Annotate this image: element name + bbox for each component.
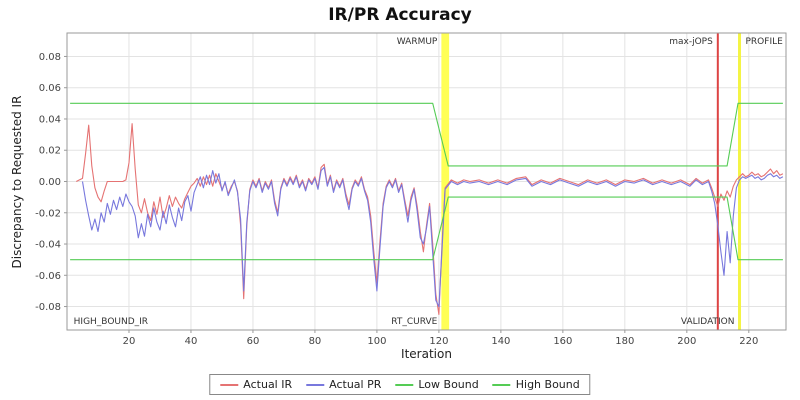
legend-item: High Bound [492,378,580,391]
svg-text:200: 200 [677,336,696,346]
chart-svg: 20 40 60 80 100 120 140 160 180 200 220 0.08 0.06 0.0… [35,32,787,346]
svg-text:80: 80 [309,336,322,346]
svg-text:0.06: 0.06 [39,83,61,94]
svg-text:0.02: 0.02 [39,146,61,157]
svg-text:VALIDATION: VALIDATION [681,317,735,327]
svg-text:0.04: 0.04 [39,114,61,125]
svg-text:0.08: 0.08 [39,52,61,63]
legend-label: Low Bound [418,378,479,391]
svg-text:max-jOPS: max-jOPS [669,37,713,47]
svg-text:-0.02: -0.02 [35,208,61,219]
svg-text:-0.04: -0.04 [35,240,61,251]
legend-swatch-icon [492,383,511,386]
svg-text:PROFILE: PROFILE [746,37,784,47]
svg-text:160: 160 [553,336,572,346]
svg-text:0.00: 0.00 [39,177,61,188]
legend-swatch-icon [306,383,325,386]
y-axis-label: Discrepancy to Requested IR [10,95,24,269]
legend-item: Actual PR [306,378,381,391]
legend-label: Actual IR [243,378,293,391]
svg-text:-0.08: -0.08 [35,302,61,313]
x-axis-label: Iteration [401,347,452,361]
svg-text:20: 20 [123,336,136,346]
svg-text:40: 40 [185,336,198,346]
page-title: IR/PR Accuracy [328,5,472,25]
svg-text:60: 60 [247,336,260,346]
legend: Actual IR Actual PR Low Bound High Bound [209,374,591,395]
svg-text:180: 180 [615,336,634,346]
legend-label: High Bound [515,378,580,391]
svg-text:100: 100 [367,336,386,346]
legend-item: Low Bound [395,378,479,391]
svg-text:RT_CURVE: RT_CURVE [391,317,437,327]
svg-text:220: 220 [739,336,758,346]
svg-text:WARMUP: WARMUP [397,37,438,47]
svg-text:-0.06: -0.06 [35,271,61,282]
legend-item: Actual IR [220,378,292,391]
legend-label: Actual PR [329,378,382,391]
svg-text:120: 120 [429,336,448,346]
legend-swatch-icon [220,383,239,386]
svg-text:HIGH_BOUND_IR: HIGH_BOUND_IR [74,317,148,327]
legend-swatch-icon [395,383,414,386]
svg-text:140: 140 [491,336,510,346]
